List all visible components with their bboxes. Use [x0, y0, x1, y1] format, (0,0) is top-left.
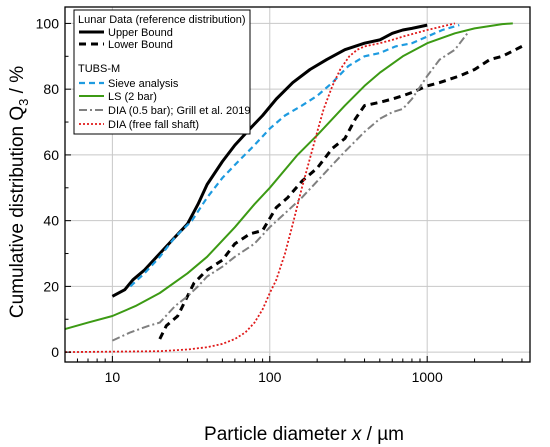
y-tick-label: 100	[36, 15, 60, 31]
y-axis-title: Cumulative distribution Q3 / %	[7, 66, 31, 318]
legend-label-sieve-analysis: Sieve analysis	[108, 78, 179, 90]
y-tick-label: 20	[43, 278, 59, 294]
y-tick-label: 60	[43, 147, 59, 163]
series-line-dia-0-5-bar-grill-et-al-2019	[111, 32, 469, 342]
plot-frame	[64, 6, 531, 363]
legend-label-dia-05bar: DIA (0.5 bar); Grill et al. 2019	[108, 105, 250, 117]
legend-label-ls-2bar: LS (2 bar)	[108, 91, 157, 103]
legend-group-tubs-title: TUBS-M	[78, 63, 120, 75]
series-line-upper-bound	[111, 23, 428, 298]
legend: Lunar Data (reference distribution) Uppe…	[73, 9, 251, 135]
y-tick-label: 40	[43, 213, 59, 229]
y-tick-label: 80	[43, 81, 59, 97]
x-tick-label: 10	[105, 369, 121, 385]
legend-group-lunar-title: Lunar Data (reference distribution)	[78, 14, 246, 26]
series-line-sieve-analysis	[129, 24, 460, 288]
legend-label-upper-bound: Upper Bound	[108, 27, 173, 39]
y-tick-label: 0	[51, 344, 59, 360]
x-tick-label: 1000	[412, 369, 443, 385]
axis-ticks: 10 100 1000 0 20 40 60 80 100	[36, 15, 523, 385]
legend-label-dia-free-fall: DIA (free fall shaft)	[108, 119, 199, 131]
x-tick-label: 100	[258, 369, 282, 385]
series-line-ls-2-bar	[64, 22, 513, 331]
x-axis-title: Particle diameter x / µm	[204, 424, 404, 445]
series-layer	[64, 22, 523, 353]
legend-label-lower-bound: Lower Bound	[108, 39, 173, 51]
series-line-dia-free-fall-shaft	[64, 22, 456, 353]
